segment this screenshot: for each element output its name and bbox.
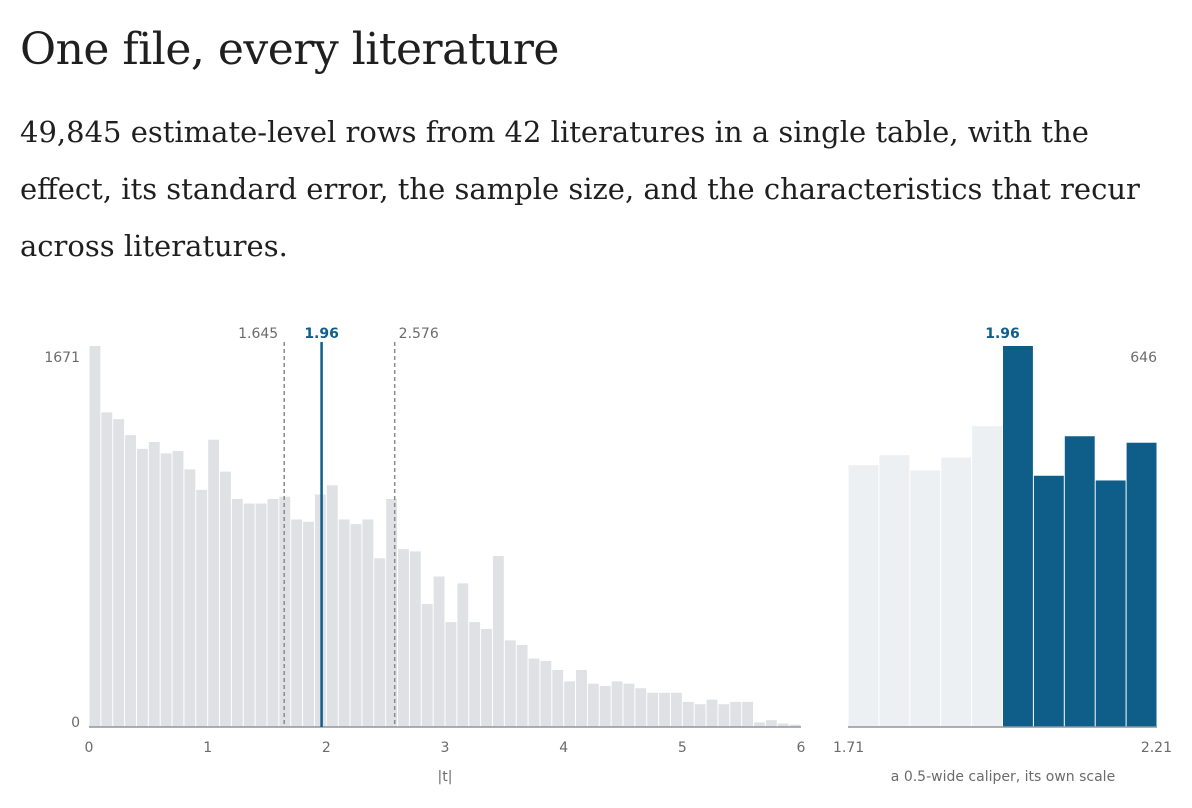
histogram-bar (789, 724, 801, 727)
histogram-bar (576, 669, 587, 727)
histogram-bar (136, 448, 148, 727)
histogram-bar (504, 640, 516, 727)
histogram-bar (540, 660, 552, 727)
histogram-bar (599, 685, 611, 727)
x-tick-label: 0 (85, 740, 94, 756)
x-tick-label: 4 (559, 740, 568, 756)
x-tick-label: 5 (678, 740, 687, 756)
histogram-bar (765, 720, 777, 727)
caliper-bar-above (1033, 475, 1064, 727)
threshold-label: 1.96 (304, 326, 339, 342)
histogram-bar (267, 498, 279, 727)
histogram-bar (694, 704, 706, 727)
main-histogram: 0 1 2 3 4 5 6 |t| 1671 0 1.645 1.96 2.576 (44, 326, 805, 785)
histogram-bar (457, 583, 469, 727)
histogram-bar (409, 551, 421, 727)
caliper-bar-above (1095, 480, 1126, 727)
histogram-bar (481, 628, 492, 727)
histogram-bar (433, 576, 445, 727)
caliper-x-tick-min: 1.71 (833, 740, 864, 756)
histogram-bar (706, 699, 718, 727)
caliper-bar-below (972, 426, 1002, 727)
histogram-bar (469, 622, 481, 727)
histogram-bar (386, 498, 398, 727)
x-tick-label: 2 (322, 740, 331, 756)
histogram-bar (635, 688, 647, 727)
histogram-bar (89, 346, 101, 727)
histogram-bar (682, 701, 694, 727)
histogram-bar (172, 451, 184, 727)
histogram-bar (587, 683, 599, 727)
histogram-bar (374, 558, 386, 727)
caliper-histogram: 1.96 646 1.71 2.21 a 0.5-wide caliper, its o… (833, 326, 1172, 785)
histogram-bar (362, 519, 374, 727)
caliper-bar-above (1003, 346, 1033, 727)
reference-line-label: 1.645 (238, 326, 278, 342)
histogram-bar (659, 692, 670, 727)
page-title: One file, every literature (20, 24, 559, 75)
caliper-bar-above (1126, 442, 1157, 727)
histogram-bar (777, 723, 789, 727)
histogram-bar (611, 681, 623, 727)
histogram-bar (623, 683, 635, 727)
caliper-caption: a 0.5-wide caliper, its own scale (891, 769, 1115, 785)
histogram-bar (516, 644, 528, 727)
histogram-bar (445, 622, 457, 727)
histogram-bar (196, 489, 208, 727)
histogram-bar (754, 722, 765, 727)
histogram-bar (184, 469, 196, 727)
histogram-bar (220, 471, 231, 727)
histogram-bar (552, 669, 564, 727)
caliper-bar-above (1064, 436, 1095, 727)
histogram-bar (160, 453, 172, 727)
reference-line-label: 2.576 (399, 326, 439, 342)
page-subtitle: 49,845 estimate-level rows from 42 liter… (20, 115, 1140, 263)
histogram-bar (291, 519, 303, 727)
histogram-bar (350, 524, 362, 727)
y-max-label: 1671 (44, 350, 80, 366)
caliper-x-tick-max: 2.21 (1141, 740, 1172, 756)
histogram-bar (670, 692, 682, 727)
x-tick-label: 1 (203, 740, 212, 756)
histogram-bar (255, 503, 267, 727)
t-statistic-chart: 0 1 2 3 4 5 6 |t| 1671 0 1.645 1.96 2.576 1.96 646 1.7… (44, 326, 1172, 785)
caliper-bar-below (941, 457, 972, 727)
histogram-bar (303, 521, 314, 727)
histogram-bar (492, 555, 504, 727)
x-tick-label: 3 (441, 740, 450, 756)
histogram-bar (113, 419, 125, 727)
histogram-bar (564, 681, 576, 727)
histogram-bar (208, 439, 220, 727)
histogram-bar (148, 441, 160, 727)
histogram-bar (398, 549, 409, 727)
histogram-bar (326, 485, 338, 727)
histogram-bar (125, 435, 136, 727)
caliper-threshold-label: 1.96 (985, 326, 1020, 342)
caliper-bar-below (879, 455, 910, 727)
histogram-bar (742, 701, 754, 727)
x-axis-label: |t| (438, 769, 453, 785)
caliper-bar-below (848, 465, 879, 727)
histogram-bar (718, 704, 730, 727)
histogram-bar (647, 692, 659, 727)
histogram-bar (528, 658, 540, 727)
histogram-bar (730, 701, 742, 727)
y-min-label: 0 (71, 715, 80, 731)
histogram-bar (421, 603, 433, 727)
histogram-bar (231, 498, 243, 727)
caliper-bar-below (910, 470, 941, 727)
caliper-y-max-label: 646 (1130, 350, 1157, 366)
x-tick-label: 6 (797, 740, 806, 756)
histogram-bar (243, 503, 255, 727)
histogram-bar (101, 412, 113, 727)
histogram-bar (338, 519, 350, 727)
